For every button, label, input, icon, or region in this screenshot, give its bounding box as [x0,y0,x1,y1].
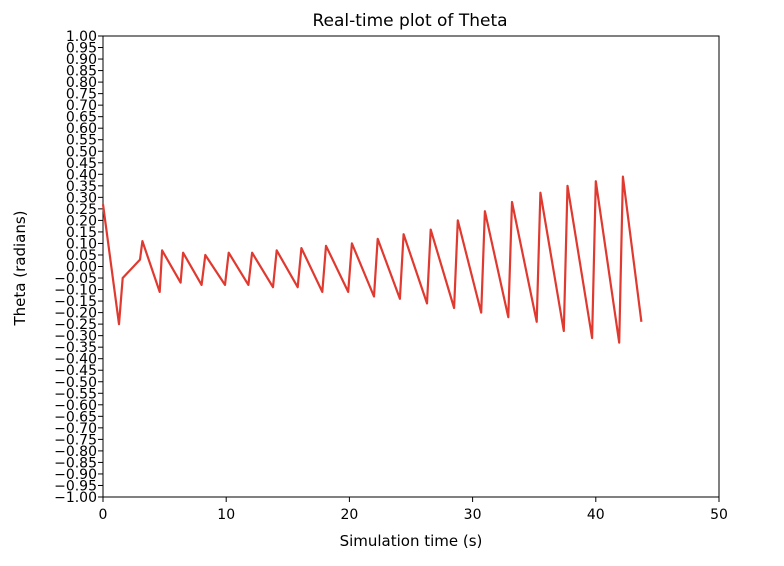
y-tick-label: −0.35 [54,340,97,356]
y-tick-label: −0.70 [54,421,97,437]
y-tick-label: 0.90 [66,52,97,68]
y-tick-label: 0.15 [66,225,97,241]
y-tick-label: −0.40 [54,352,97,368]
theta-line [101,175,643,344]
y-tick-label: 0.55 [66,133,97,149]
y-tick-label: 0.80 [66,75,97,91]
y-tick-label: 0.20 [66,213,97,229]
y-tick-label: −0.65 [54,409,97,425]
y-tick-label: −0.45 [54,363,97,379]
y-tick-label: −0.80 [54,444,97,460]
x-axis-label: Simulation time (s) [340,532,483,550]
y-tick-label: 0.70 [66,98,97,114]
y-tick-label: −0.90 [54,467,97,483]
y-tick-label: 0.35 [66,179,97,195]
y-tick-label: 0.45 [66,156,97,172]
y-tick-label: 0.85 [66,64,97,80]
y-tick-label: −0.75 [54,432,97,448]
x-tick-label: 10 [217,507,235,523]
y-axis: 1.000.950.900.850.800.750.700.650.600.55… [54,29,103,506]
y-tick-label: −0.85 [54,455,97,471]
y-tick-label: 0.00 [66,260,97,276]
y-tick-label: −0.95 [54,478,97,494]
y-tick-label: −0.25 [54,317,97,333]
y-tick-label: 0.40 [66,167,97,183]
chart-title: Real-time plot of Theta [312,11,507,31]
y-tick-label: −1.00 [54,490,97,506]
y-tick-label: −0.55 [54,386,97,402]
y-tick-label: −0.30 [54,329,97,345]
y-tick-label: 1.00 [66,29,97,45]
x-tick-label: 0 [99,507,108,523]
y-tick-label: 0.75 [66,87,97,103]
y-tick-label: −0.20 [54,306,97,322]
y-tick-label: 0.60 [66,121,97,137]
y-tick-label: −0.50 [54,375,97,391]
y-tick-label: 0.30 [66,190,97,206]
x-tick-label: 50 [710,507,728,523]
y-tick-label: 0.50 [66,144,97,160]
x-tick-label: 30 [464,507,482,523]
y-tick-label: 0.10 [66,236,97,252]
y-tick-label: −0.60 [54,398,97,414]
y-tick-label: −0.10 [54,283,97,299]
y-tick-label: 0.95 [66,41,97,57]
series-group [101,175,643,344]
x-axis: 0 10 20 30 40 50 [99,497,728,523]
x-tick-label: 20 [340,507,358,523]
x-tick-label: 40 [587,507,605,523]
y-tick-label: 0.05 [66,248,97,264]
y-axis-label: Theta (radians) [11,210,29,326]
y-tick-label: −0.05 [54,271,97,287]
y-tick-label: −0.15 [54,294,97,310]
y-tick-label: 0.25 [66,202,97,218]
plot-area [102,35,720,498]
y-tick-label: 0.65 [66,110,97,126]
